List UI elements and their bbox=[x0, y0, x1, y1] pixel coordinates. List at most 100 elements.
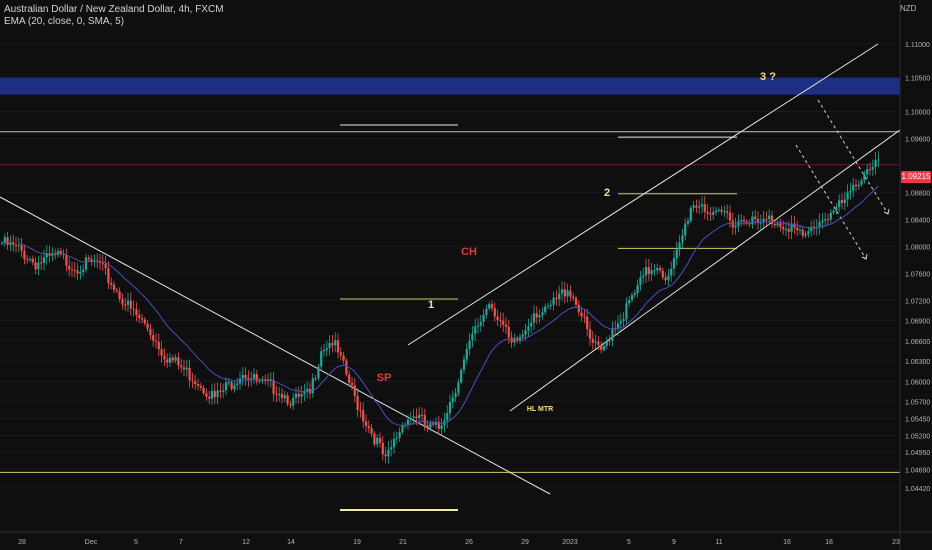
candles bbox=[0, 151, 880, 464]
candle-body bbox=[227, 382, 230, 384]
candle-body bbox=[149, 328, 152, 336]
candle-body bbox=[625, 303, 628, 320]
candle-body bbox=[45, 252, 48, 258]
candle-body bbox=[129, 300, 132, 309]
candle-body bbox=[524, 330, 527, 335]
candle-body bbox=[387, 449, 390, 457]
candle-body bbox=[359, 409, 362, 411]
candle-body bbox=[546, 305, 550, 307]
candle-body bbox=[549, 304, 552, 306]
candle-body bbox=[451, 397, 454, 403]
candle-body bbox=[454, 393, 457, 398]
candle-body bbox=[493, 308, 496, 317]
candle-body bbox=[686, 220, 690, 224]
label-ch: CH bbox=[461, 246, 477, 258]
candle-body bbox=[558, 293, 561, 300]
candle-body bbox=[286, 395, 289, 404]
candle-body bbox=[196, 384, 200, 386]
candle-body bbox=[762, 218, 765, 223]
price-axis[interactable]: 1.11000 1.10500 1.10000 1.09600 1.08800 1.084… bbox=[905, 42, 930, 493]
candle-body bbox=[280, 394, 284, 399]
candle-body bbox=[636, 284, 639, 294]
resistance-zone-band bbox=[0, 77, 900, 95]
y-tick-label: 1.05450 bbox=[905, 416, 930, 423]
y-tick-label: 1.05700 bbox=[905, 400, 930, 407]
y-tick-label: 1.06900 bbox=[905, 319, 930, 326]
candle-body bbox=[740, 219, 743, 222]
candle-body bbox=[658, 268, 662, 271]
candle-body bbox=[605, 340, 608, 346]
candle-body bbox=[233, 384, 236, 390]
x-tick-label: 7 bbox=[179, 539, 183, 546]
candle-body bbox=[468, 340, 471, 349]
candle-body bbox=[496, 316, 499, 321]
candle-body bbox=[818, 221, 821, 228]
candle-body bbox=[700, 204, 704, 207]
candle-body bbox=[793, 223, 796, 228]
candle-body bbox=[684, 223, 687, 236]
trendlines bbox=[0, 43, 901, 495]
candle-body bbox=[208, 396, 211, 399]
candle-body bbox=[798, 229, 802, 231]
candle-body bbox=[278, 394, 281, 396]
candle-body bbox=[261, 379, 264, 381]
candle-body bbox=[289, 403, 292, 406]
candle-body bbox=[303, 391, 306, 394]
candle-body bbox=[26, 259, 29, 261]
candle-body bbox=[381, 442, 384, 455]
candle-body bbox=[348, 374, 351, 383]
candle-body bbox=[706, 211, 709, 214]
y-tick-label: 1.10000 bbox=[905, 109, 930, 116]
candle-body bbox=[185, 367, 188, 370]
candle-body bbox=[796, 227, 799, 231]
candle-body bbox=[460, 369, 463, 383]
candle-body bbox=[406, 419, 410, 426]
candle-body bbox=[48, 252, 51, 256]
candle-body bbox=[373, 433, 376, 445]
candle-body bbox=[182, 367, 186, 370]
candle-body bbox=[829, 212, 832, 220]
candle-body bbox=[717, 209, 720, 211]
candle-body bbox=[821, 220, 824, 222]
indicator-legend[interactable]: EMA (20, close, 0, SMA, 5) bbox=[4, 16, 125, 27]
candle-body bbox=[476, 325, 480, 327]
y-tick-label: 1.04420 bbox=[905, 486, 930, 493]
candle-body bbox=[650, 270, 653, 275]
candle-body bbox=[20, 245, 23, 251]
candle-body bbox=[692, 205, 695, 208]
ema-line bbox=[18, 185, 879, 426]
candle-body bbox=[31, 258, 34, 263]
candle-body bbox=[364, 421, 368, 426]
candle-body bbox=[611, 328, 614, 341]
x-tick-label: 23 bbox=[892, 539, 900, 546]
candle-body bbox=[101, 262, 104, 264]
candle-body bbox=[703, 204, 706, 212]
candle-body bbox=[569, 290, 572, 297]
candle-body bbox=[297, 393, 300, 397]
candle-body bbox=[457, 382, 460, 394]
x-tick-label: 19 bbox=[353, 539, 361, 546]
candle-body bbox=[143, 319, 146, 324]
y-tick-label: 1.07200 bbox=[905, 298, 930, 305]
x-tick-label: 14 bbox=[287, 539, 295, 546]
candle-body bbox=[336, 340, 340, 353]
time-axis[interactable]: 28 Dec 5 7 12 14 19 21 26 29 2023 5 9 11 16 18 23 bbox=[18, 539, 900, 546]
candle-body bbox=[566, 290, 569, 297]
candle-body bbox=[838, 200, 841, 208]
candle-body bbox=[563, 289, 566, 297]
candle-body bbox=[448, 402, 452, 414]
candle-body bbox=[420, 414, 424, 416]
candle-body bbox=[538, 315, 541, 318]
y-tick-label: 1.09600 bbox=[905, 136, 930, 143]
trendline bbox=[407, 43, 879, 346]
candle-body bbox=[42, 257, 46, 263]
candle-body bbox=[126, 300, 130, 305]
candle-body bbox=[258, 380, 261, 382]
candle-body bbox=[664, 277, 667, 281]
candle-body bbox=[835, 207, 838, 211]
candle-body bbox=[535, 313, 538, 318]
candle-body bbox=[9, 242, 12, 245]
candle-body bbox=[667, 275, 670, 281]
candle-body bbox=[594, 341, 597, 343]
